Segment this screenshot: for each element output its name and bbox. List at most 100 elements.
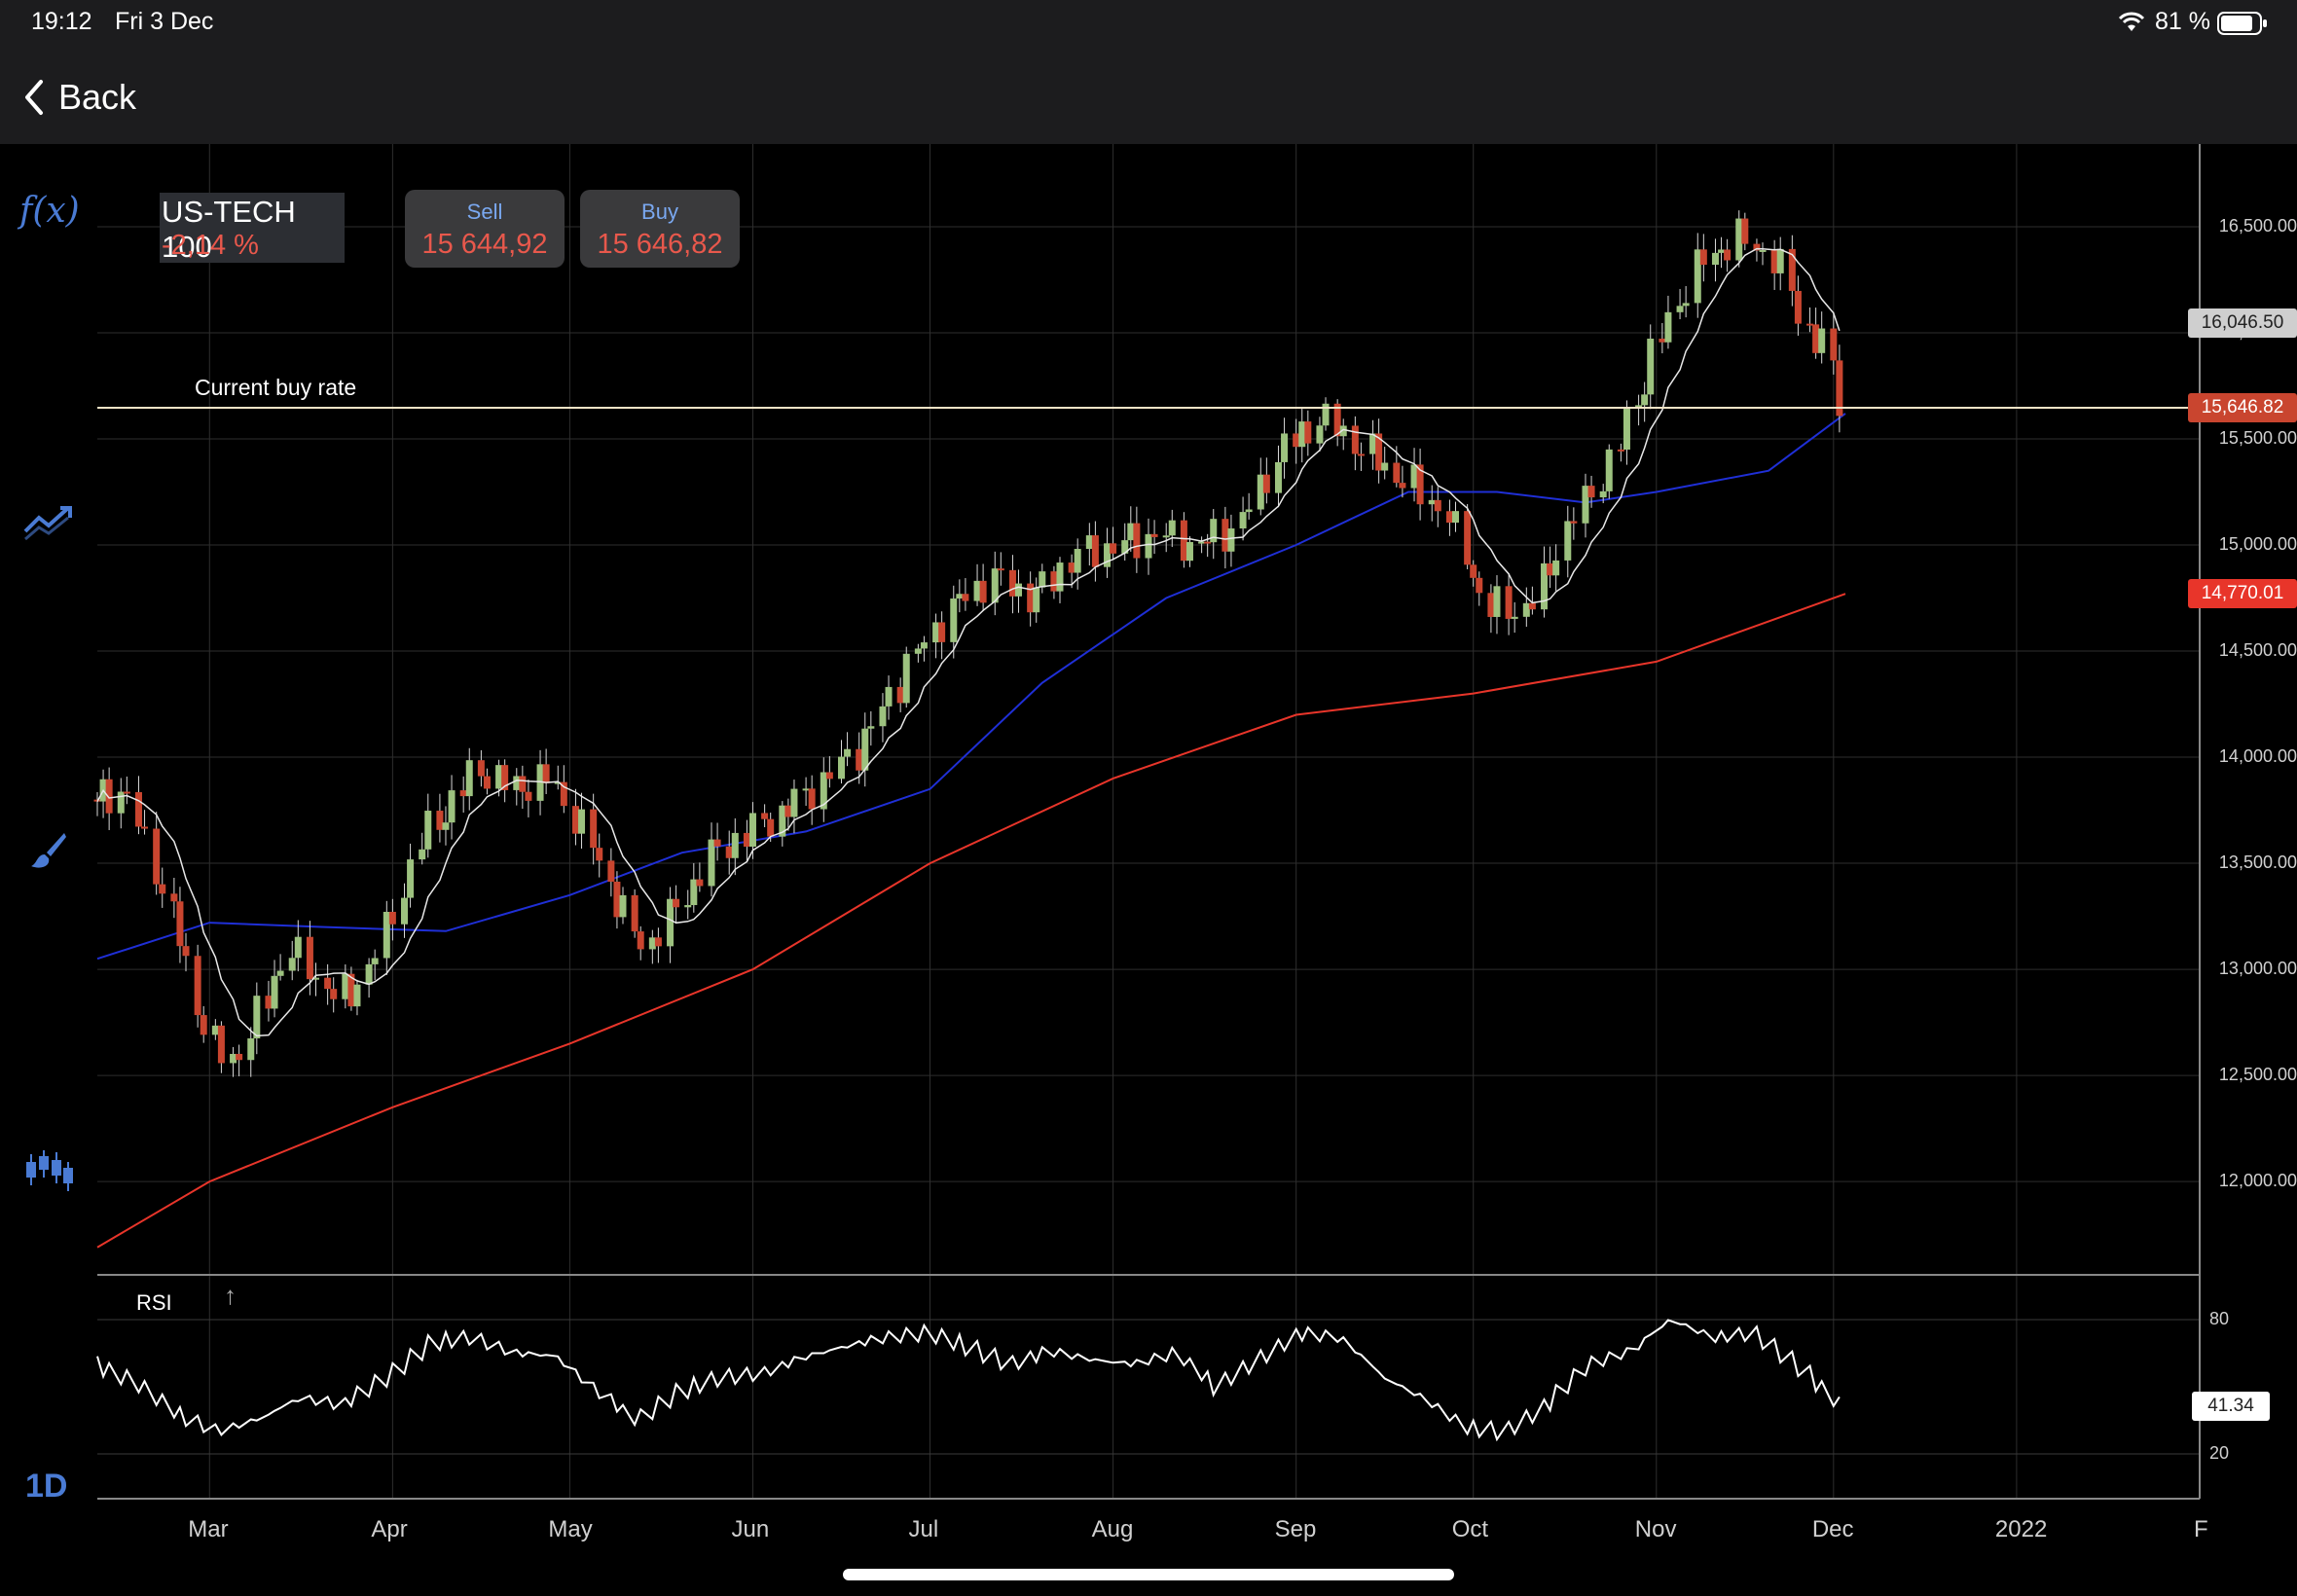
back-button[interactable]: Back [21,74,136,121]
instrument-info[interactable]: US-TECH 100 -2,14 % [160,193,345,264]
candle-body [153,828,161,885]
candle-body [1333,403,1341,437]
candle-body [1121,540,1129,554]
buy-button[interactable]: Buy 15 646,82 [580,190,740,268]
battery-icon [2217,12,2267,35]
current-buy-rate-label: Current buy rate [195,375,357,401]
x-tick-label: Aug [1091,1516,1134,1542]
candle-body [1570,521,1578,524]
candle-body [1582,486,1589,524]
candle-body [613,881,621,918]
x-tick-label: Jul [908,1516,939,1542]
y-tick-label: 14,000.00 [2218,746,2297,767]
y-tick-label: 14,500.00 [2218,640,2297,661]
home-indicator [843,1569,1454,1580]
candle-body [1393,462,1401,484]
candle-body [938,622,946,642]
buy-label: Buy [641,200,678,224]
candle-body [1375,433,1383,471]
candle-body [1293,433,1300,448]
sell-price: 15 644,92 [421,229,548,260]
price-chart[interactable] [0,144,2297,1596]
wifi-icon [2118,12,2145,31]
candle-body [1741,218,1749,244]
candle-body [465,760,473,797]
candle-body [483,776,491,789]
candle-body [1770,249,1778,273]
candle-body [1322,403,1330,426]
candle-body [991,568,999,603]
candle-body [1759,249,1767,252]
candle-body [619,894,627,918]
candle-body [690,879,698,906]
x-tick-label: Mar [188,1516,229,1542]
candle-body [1262,474,1270,493]
arrow-up-icon[interactable]: ↑ [224,1281,237,1310]
candle-body [784,805,792,817]
candle-body [637,931,644,950]
candle-body [1587,486,1595,498]
candle-body [1776,248,1784,273]
candle-body [236,1053,243,1061]
candle-body [1788,248,1796,291]
candle-body [1599,490,1607,498]
candle-body [920,642,928,649]
candle-body [607,860,615,882]
candle-body [885,686,893,707]
x-tick-label: F [2194,1516,2207,1542]
candle-body [383,911,390,959]
candle-body [311,977,319,980]
candle-body [1351,425,1359,454]
x-tick-label: Nov [1634,1516,1677,1542]
candle-body [1168,520,1176,536]
sma-short-path [96,247,1841,1037]
candle-body [1812,324,1820,353]
candle-body [1794,290,1802,324]
candle-body [294,936,302,959]
candle-body [1133,523,1141,559]
candle-body [1210,519,1218,543]
candle-body [1694,249,1701,304]
candle-body [1399,483,1406,489]
function-label: f(x) [19,191,80,231]
candle-body [648,937,656,950]
candle-body [388,911,396,925]
sell-button[interactable]: Sell 15 644,92 [405,190,565,268]
candle-body [1476,577,1483,594]
candle-body [1304,421,1312,444]
candle-body [288,958,296,971]
period-selector[interactable]: 1D [25,1468,68,1505]
candle-body [1452,511,1460,524]
sma-short-line [96,247,1841,1037]
candlesticks [93,210,1843,1077]
candle-body [1185,542,1193,562]
function-icon[interactable]: f(x) [19,191,80,231]
candle-body [1676,306,1684,312]
candle-body [276,970,284,976]
trend-icon[interactable] [23,502,74,541]
battery-percent: 81 % [2155,8,2210,35]
candle-body [1381,462,1389,471]
candle-body [837,756,845,780]
candle-body [1470,564,1477,578]
candle-body [1753,243,1761,251]
chevron-left-icon [25,80,43,115]
candle-body [1830,328,1838,361]
rsi-line [96,1319,1841,1442]
candles-icon[interactable] [25,1148,74,1193]
brush-icon[interactable] [29,831,68,870]
x-tick-label: Sep [1274,1516,1317,1542]
candle-body [347,973,355,1007]
candle-body [560,781,567,807]
candle-body [211,1025,219,1035]
candle-body [495,765,503,789]
candle-body [696,879,704,887]
candle-body [1227,528,1235,552]
candle-body [306,936,313,980]
y-tick-label: 12,500.00 [2218,1065,2297,1085]
chart-area[interactable]: f(x) 1D US-TECH 100 -2,14 % Sell 15 644,… [0,144,2297,1596]
candle-body [542,764,550,783]
candle-body [713,839,721,847]
sell-label: Sell [466,200,503,224]
candle-body [1493,586,1501,617]
